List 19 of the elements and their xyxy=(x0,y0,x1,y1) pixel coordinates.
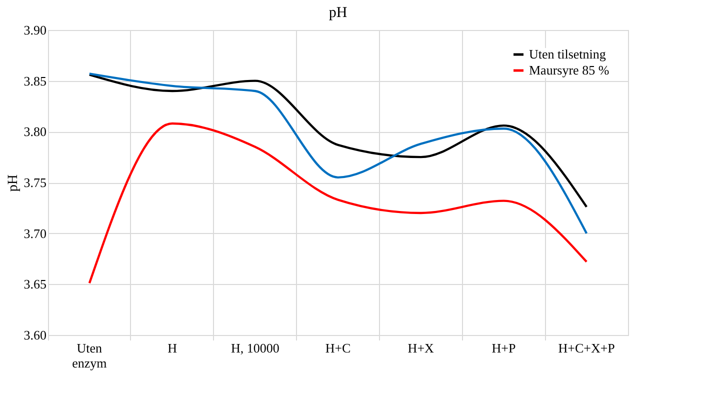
x-tick-label: H+C+X+P xyxy=(558,340,615,356)
x-tick-label: H xyxy=(168,340,177,356)
x-tick-label: H+C xyxy=(325,340,351,356)
x-tick-label: Uten enzym xyxy=(72,340,107,370)
x-tick-label: H, 10000 xyxy=(230,340,280,356)
y-tick-label: 3.90 xyxy=(24,22,46,38)
legend-label: Maursyre 85 % xyxy=(529,62,610,78)
x-tick-label: H+X xyxy=(408,340,435,356)
y-tick-label: 3.70 xyxy=(24,226,46,241)
legend-label: Uten tilsetning xyxy=(529,46,606,62)
x-tick-label: H+P xyxy=(492,340,516,356)
chart-title: pH xyxy=(328,5,348,21)
y-axis-title: pH xyxy=(6,174,21,192)
y-tick-label: 3.80 xyxy=(24,124,46,140)
y-tick-label: 3.85 xyxy=(24,73,46,88)
y-tick-label: 3.65 xyxy=(24,276,46,292)
y-tick-label: 3.75 xyxy=(24,175,46,190)
line-series xyxy=(88,122,588,284)
y-tick-label: 3.60 xyxy=(24,328,46,342)
